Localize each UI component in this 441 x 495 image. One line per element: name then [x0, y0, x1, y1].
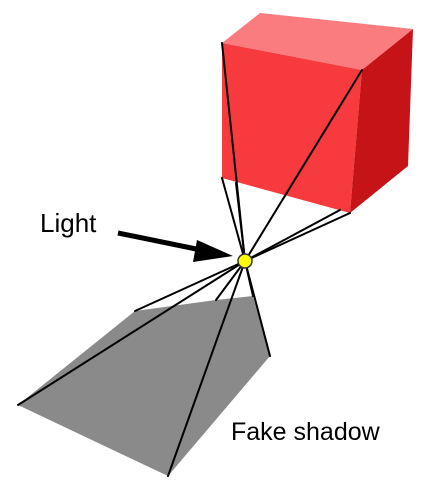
ray-cube-corner-4 [244, 212, 351, 262]
arrow-head [193, 240, 233, 262]
arrow-icon [117, 230, 233, 262]
cube-front-face [222, 43, 362, 213]
cube-side-face [350, 29, 413, 213]
red-cube [222, 13, 413, 213]
fake-shadow [18, 296, 270, 476]
arrow-shaft [117, 230, 207, 254]
light-source-icon [237, 253, 253, 269]
ray-cube-corner-2 [244, 69, 363, 262]
ray-shadow-corner-5 [215, 260, 246, 301]
ray-shadow-corner-1 [17, 260, 246, 406]
light-rays [17, 42, 363, 477]
ray-cube-corner-5 [235, 182, 246, 262]
ray-shadow-corner-3 [167, 260, 246, 477]
ray-cube-corner-6 [244, 209, 341, 262]
fake-shadow-label: Fake shadow [231, 418, 381, 446]
light-label: Light [40, 208, 97, 238]
cube-top-face [222, 13, 413, 70]
ray-cube-corner-3 [221, 177, 246, 262]
ray-shadow-corner-2 [134, 260, 246, 312]
